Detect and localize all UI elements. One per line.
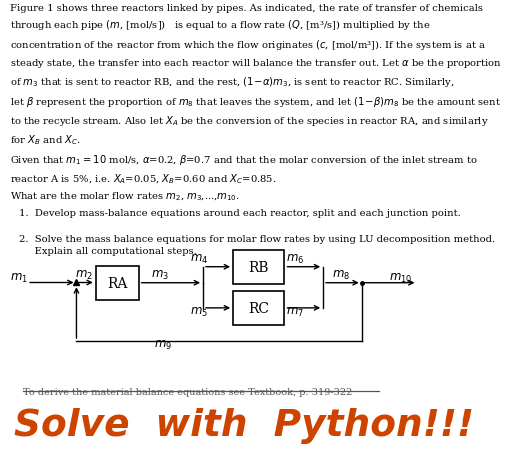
Text: 1.  Develop mass-balance equations around each reactor, split and each junction : 1. Develop mass-balance equations around… [18,209,460,218]
Text: $m_4$: $m_4$ [190,252,208,266]
Text: $m_6$: $m_6$ [286,252,304,266]
Text: Figure 1 shows three reactors linked by pipes. As indicated, the rate of transfe: Figure 1 shows three reactors linked by … [10,4,502,203]
Text: $m_7$: $m_7$ [286,305,304,318]
Text: 2.  Solve the mass balance equations for molar flow rates by using LU decomposit: 2. Solve the mass balance equations for … [18,234,495,256]
FancyBboxPatch shape [96,266,139,300]
Text: RA: RA [107,276,128,290]
Text: RC: RC [248,301,269,315]
Text: $m_8$: $m_8$ [332,269,351,282]
Text: $m_9$: $m_9$ [154,338,173,351]
FancyBboxPatch shape [233,291,285,325]
Text: Solve  with  Python!!!: Solve with Python!!! [14,408,475,443]
Text: $m_3$: $m_3$ [151,269,169,282]
Text: $m_2$: $m_2$ [75,269,93,282]
FancyBboxPatch shape [233,250,285,284]
Text: $m_{10}$: $m_{10}$ [388,272,412,285]
Text: RB: RB [248,260,269,274]
Text: To derive the material balance equations see Textbook, p. 319-322: To derive the material balance equations… [23,387,352,396]
Text: $m_1$: $m_1$ [10,272,28,285]
Text: $m_5$: $m_5$ [190,305,208,318]
